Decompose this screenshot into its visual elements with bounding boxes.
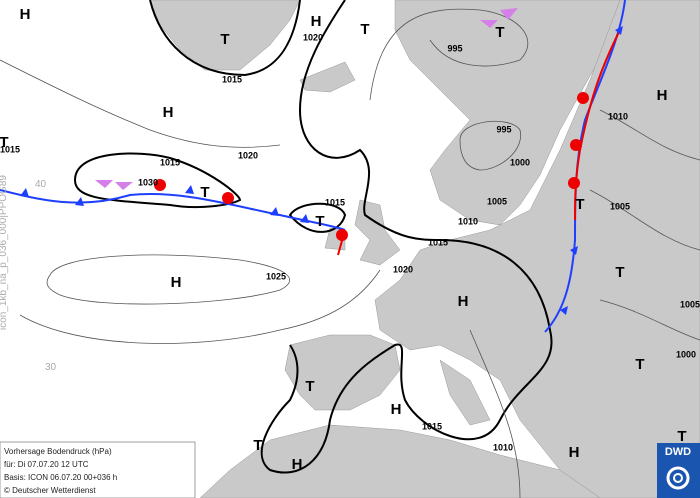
latitude-label: 30 (45, 362, 57, 373)
pressure-center: T (0, 134, 9, 151)
pressure-center: T (575, 196, 584, 213)
pressure-center: H (569, 444, 580, 461)
isobar-label: 1020 (303, 32, 323, 42)
isobar-label: 1025 (266, 271, 286, 281)
isobar-label: 1015 (160, 157, 180, 167)
isobar-label: 1020 (393, 264, 413, 274)
dwd-logo: DWD (657, 443, 700, 498)
isobar-label: 1000 (510, 157, 530, 167)
info-line: Vorhersage Bodendruck (hPa) (4, 447, 112, 456)
info-line: © Deutscher Wetterdienst (4, 486, 96, 495)
isobar-label: 1015 (428, 237, 448, 247)
isobar-label: 1005 (610, 201, 630, 211)
isobar-label: 1010 (608, 111, 628, 121)
fronts (0, 0, 626, 333)
info-line: für: Di 07.07.20 12 UTC (4, 460, 89, 469)
isobar-label: 1015 (422, 421, 442, 431)
pressure-center: T (360, 21, 369, 38)
logo-text: DWD (665, 446, 691, 458)
side-text: icon_1kb_na_p_036_000|PPOG89 (0, 175, 9, 330)
isobar-label: 1010 (458, 216, 478, 226)
isobar-label: 1000 (676, 349, 696, 359)
pressure-center: T (615, 264, 624, 281)
isobar-label: 1020 (238, 150, 258, 160)
isobar-label: 1005 (680, 299, 700, 309)
pressure-center: H (171, 274, 182, 291)
pressure-center: T (635, 356, 644, 373)
isobar-label: 1015 (0, 144, 20, 154)
isobar-label: 1015 (222, 74, 242, 84)
isobar-label: 1015 (325, 197, 345, 207)
pressure-center: T (677, 428, 686, 445)
info-box: Vorhersage Bodendruck (hPa) für: Di 07.0… (0, 441, 196, 498)
pressure-center: H (458, 293, 469, 310)
isobar-label: 1005 (487, 196, 507, 206)
pressure-center: H (311, 13, 322, 30)
info-line: Basis: ICON 06.07.20 00+036 h (4, 473, 117, 482)
isobar-label: 1010 (493, 442, 513, 452)
pressure-center: H (20, 6, 31, 23)
pressure-center: T (495, 24, 504, 41)
latitude-label: 40 (35, 179, 47, 190)
pressure-center: H (163, 104, 174, 121)
isobar-label: 1030 (138, 177, 158, 187)
pressure-center: T (200, 184, 209, 201)
isobar-label: 995 (447, 43, 462, 53)
pressure-center: T (315, 213, 324, 230)
pressure-center: T (253, 437, 262, 454)
pressure-center: T (220, 31, 229, 48)
pressure-center: H (391, 401, 402, 418)
isobar-label: 995 (496, 124, 511, 134)
pressure-center: H (657, 87, 668, 104)
pressure-center: T (305, 378, 314, 395)
pressure-center: H (292, 456, 303, 473)
